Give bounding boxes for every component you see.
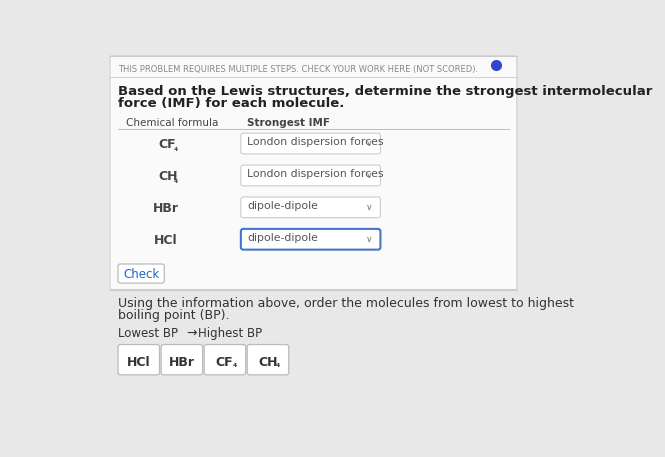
Text: force (IMF) for each molecule.: force (IMF) for each molecule. [118, 97, 344, 110]
Text: dipole-dipole: dipole-dipole [247, 201, 318, 211]
Text: CF: CF [215, 356, 233, 369]
Text: Check: Check [123, 268, 160, 281]
Text: Strongest IMF: Strongest IMF [247, 118, 331, 128]
Text: HCl: HCl [154, 234, 178, 247]
Text: CH: CH [158, 170, 178, 183]
Text: ₄: ₄ [174, 143, 178, 153]
Text: ₄: ₄ [174, 175, 178, 185]
FancyBboxPatch shape [241, 133, 380, 154]
Text: dipole-dipole: dipole-dipole [247, 233, 318, 243]
Text: Based on the Lewis structures, determine the strongest intermolecular: Based on the Lewis structures, determine… [118, 85, 652, 97]
FancyBboxPatch shape [247, 345, 289, 375]
FancyBboxPatch shape [110, 56, 517, 290]
Text: THIS PROBLEM REQUIRES MULTIPLE STEPS. CHECK YOUR WORK HERE (NOT SCORED).: THIS PROBLEM REQUIRES MULTIPLE STEPS. CH… [118, 65, 478, 74]
FancyBboxPatch shape [241, 229, 380, 250]
FancyBboxPatch shape [161, 345, 203, 375]
Text: boiling point (BP).: boiling point (BP). [118, 309, 229, 323]
Text: Highest BP: Highest BP [198, 327, 262, 340]
Text: Chemical formula: Chemical formula [126, 118, 218, 128]
Text: ₄: ₄ [276, 359, 280, 369]
FancyBboxPatch shape [241, 197, 380, 218]
Text: HBr: HBr [169, 356, 195, 369]
Text: CH: CH [259, 356, 278, 369]
Text: Using the information above, order the molecules from lowest to highest: Using the information above, order the m… [118, 298, 574, 310]
Text: HCl: HCl [127, 356, 150, 369]
Text: CF: CF [158, 138, 176, 151]
Text: ₄: ₄ [233, 359, 237, 369]
Text: London dispersion forces: London dispersion forces [247, 137, 384, 147]
Text: →: → [186, 327, 196, 340]
FancyBboxPatch shape [241, 165, 380, 186]
Text: London dispersion forces: London dispersion forces [247, 169, 384, 179]
Text: ∨: ∨ [366, 203, 372, 212]
FancyBboxPatch shape [204, 345, 245, 375]
Text: ∨: ∨ [366, 235, 372, 244]
FancyBboxPatch shape [118, 264, 164, 283]
Text: Lowest BP: Lowest BP [118, 327, 178, 340]
Text: ∨: ∨ [366, 139, 372, 148]
FancyBboxPatch shape [118, 345, 160, 375]
Text: ∨: ∨ [366, 171, 372, 180]
Text: HBr: HBr [153, 202, 179, 215]
